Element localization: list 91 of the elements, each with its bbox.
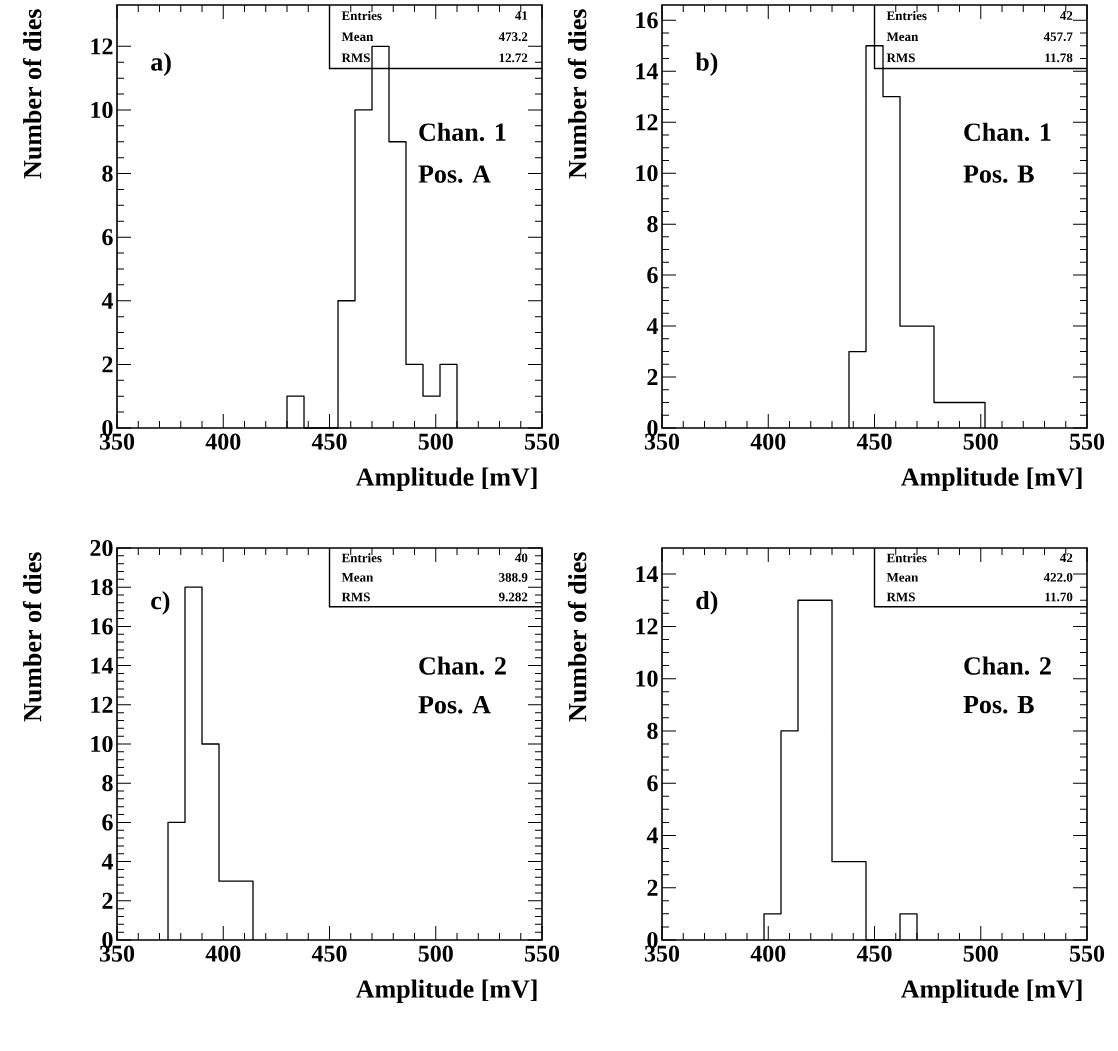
- annotation: 12.72: [499, 53, 528, 63]
- y-tick-label: 8: [102, 165, 113, 182]
- annotation: a): [151, 52, 171, 76]
- annotation: d): [696, 591, 718, 615]
- y-tick-label: 14: [636, 63, 659, 80]
- y-axis-title: Number of dies: [22, 9, 42, 179]
- annotation: Mean: [341, 573, 374, 582]
- x-tick-label: 550: [524, 945, 560, 962]
- annotation: 42: [1060, 553, 1073, 563]
- x-tick-label: 400: [205, 433, 241, 450]
- annotation: Pos. A: [418, 165, 491, 183]
- annotation: 388.9: [499, 572, 528, 582]
- y-tick-label: 12: [636, 618, 658, 635]
- y-tick-label: 14: [91, 657, 114, 674]
- x-tick-label: 400: [750, 945, 786, 962]
- x-tick-label: 550: [524, 433, 560, 450]
- x-tick-label: 500: [418, 945, 453, 962]
- x-tick-label: 550: [1069, 945, 1105, 962]
- annotation: Pos. A: [418, 696, 491, 714]
- y-tick-label: 6: [647, 267, 658, 284]
- y-tick-label: 8: [102, 775, 113, 792]
- x-tick-label: 450: [856, 433, 892, 450]
- y-tick-label: 6: [647, 775, 658, 792]
- x-axis-title: Amplitude [mV]: [356, 467, 537, 492]
- annotation: 9.282: [498, 592, 528, 602]
- y-tick-label: 2: [102, 892, 113, 909]
- x-tick-label: 400: [750, 433, 786, 450]
- annotation: Entries: [886, 10, 927, 21]
- y-tick-label: 10: [91, 101, 113, 119]
- annotation: RMS: [886, 592, 915, 602]
- y-tick-label: 16: [636, 12, 658, 29]
- annotation: 473.2: [498, 32, 528, 42]
- y-tick-label: 18: [91, 579, 113, 596]
- y-tick-label: 16: [91, 618, 113, 635]
- annotation: 11.70: [1045, 592, 1073, 602]
- annotation: 41: [515, 11, 528, 20]
- x-axis-title: Amplitude [mV]: [356, 979, 537, 1004]
- annotation: Pos. B: [963, 696, 1034, 714]
- annotation: RMS: [886, 53, 915, 63]
- annotation: b): [695, 52, 718, 76]
- y-tick-label: 20: [90, 539, 113, 557]
- y-tick-label: 2: [647, 879, 658, 896]
- x-tick-label: 500: [963, 945, 998, 962]
- y-tick-label: 6: [102, 814, 113, 831]
- annotation: Mean: [886, 573, 919, 582]
- x-tick-label: 500: [418, 433, 453, 450]
- annotation: RMS: [341, 592, 370, 602]
- annotation: Entries: [886, 553, 927, 563]
- annotation: Entries: [341, 553, 382, 563]
- annotation: Mean: [341, 32, 374, 42]
- y-axis-title: Number of dies: [22, 552, 42, 722]
- y-tick-label: 10: [636, 670, 658, 687]
- y-tick-label: 4: [101, 853, 114, 870]
- annotation: RMS: [341, 53, 370, 63]
- annotation: 42: [1060, 11, 1073, 20]
- x-tick-label: 450: [311, 945, 347, 962]
- annotation: Chan. 2: [419, 656, 506, 675]
- y-tick-label: 12: [636, 114, 658, 131]
- annotation: Entries: [341, 10, 382, 21]
- x-tick-label: 500: [963, 433, 998, 450]
- x-axis-title: Amplitude [mV]: [901, 979, 1082, 1004]
- annotation: 40: [515, 553, 528, 563]
- y-tick-label: 2: [102, 356, 113, 373]
- x-tick-label: 450: [856, 945, 892, 962]
- y-tick-label: 12: [91, 38, 113, 55]
- x-axis-title: Amplitude [mV]: [901, 467, 1082, 492]
- annotation: Chan. 2: [964, 656, 1051, 675]
- x-tick-label: 550: [1069, 433, 1105, 450]
- x-tick-label: 450: [311, 433, 347, 450]
- y-tick-label: 4: [646, 318, 659, 334]
- y-tick-label: 10: [91, 735, 113, 753]
- x-tick-label: 400: [205, 945, 241, 962]
- annotation: Mean: [886, 32, 919, 42]
- y-tick-label: 2: [647, 369, 658, 385]
- y-tick-label: 8: [647, 722, 658, 740]
- annotation: c): [151, 591, 170, 615]
- y-tick-label: 6: [102, 229, 113, 246]
- annotation: Chan. 1: [964, 122, 1051, 142]
- y-tick-label: 12: [91, 696, 113, 713]
- y-tick-label: 4: [646, 827, 659, 844]
- y-tick-label: 14: [636, 566, 659, 583]
- y-tick-label: 10: [636, 165, 658, 182]
- annotation: Chan. 1: [419, 122, 506, 142]
- annotation: 422.0: [1043, 572, 1073, 582]
- annotation: 457.7: [1043, 32, 1073, 42]
- annotation: 11.78: [1045, 53, 1073, 63]
- y-tick-label: 4: [101, 292, 114, 309]
- y-axis-title: Number of dies: [567, 552, 587, 722]
- y-axis-title: Number of dies: [567, 9, 587, 179]
- y-tick-label: 8: [647, 216, 658, 233]
- annotation: Pos. B: [963, 165, 1034, 183]
